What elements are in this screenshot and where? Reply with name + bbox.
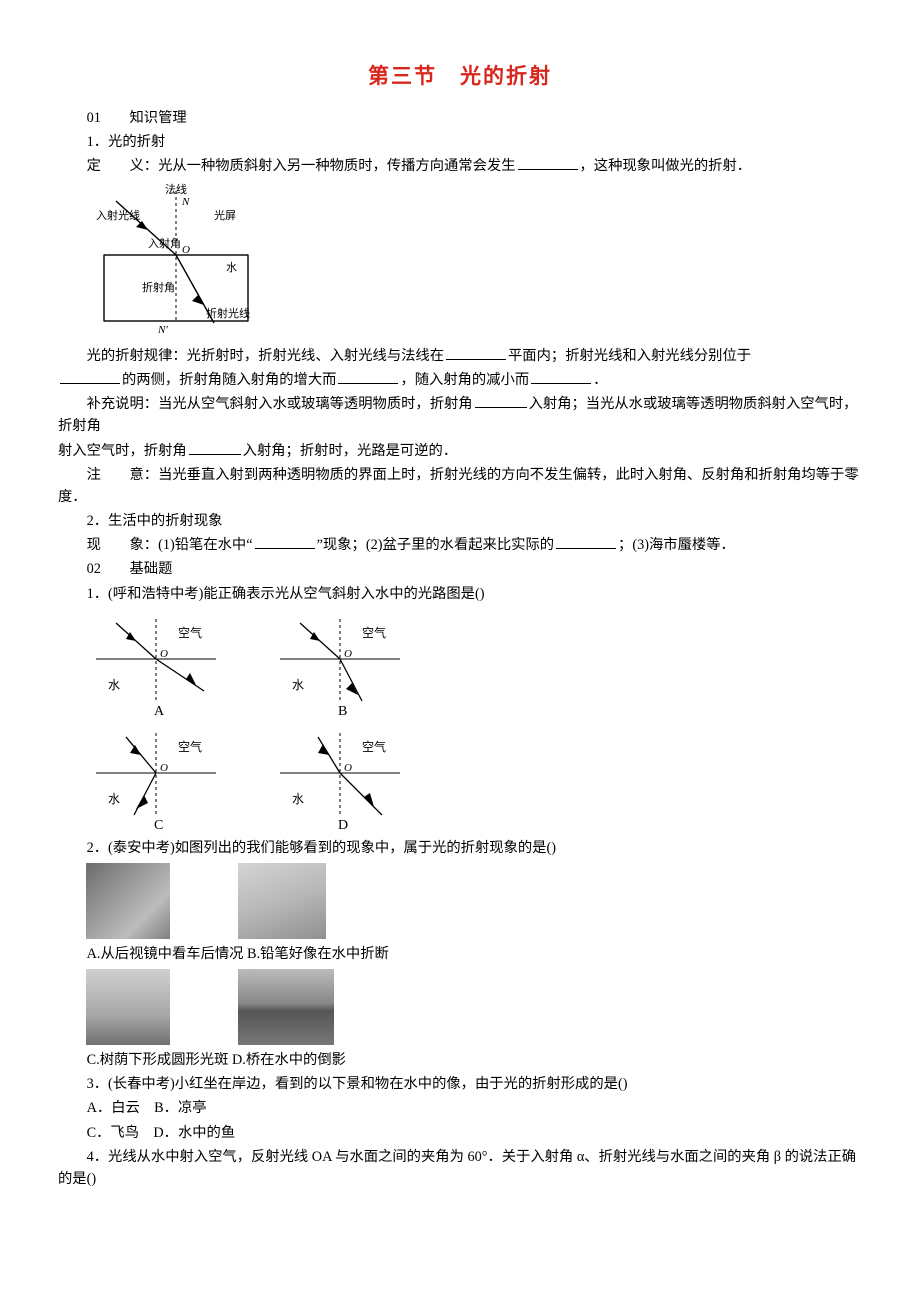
svg-text:B: B bbox=[338, 704, 347, 719]
svg-text:O: O bbox=[344, 648, 352, 660]
q1-option-C[interactable]: 空气 水 O C bbox=[86, 723, 236, 833]
q3-opts-cd: C．飞鸟 D．水中的鱼 bbox=[58, 1122, 862, 1144]
label-re-angle: 折射角 bbox=[142, 280, 175, 294]
label-refract: 折射光线 bbox=[206, 306, 250, 320]
q2-image-mirror bbox=[86, 863, 170, 939]
question-3: 3．(长春中考)小红坐在岸边，看到的以下景和物在水中的像，由于光的折射形成的是(… bbox=[58, 1073, 862, 1095]
q2-images-row1 bbox=[86, 863, 862, 939]
blank-r1[interactable] bbox=[446, 345, 506, 360]
q2-opts-ab: A.从后视镜中看车后情况 B.铅笔好像在水中折断 bbox=[58, 943, 862, 965]
blank-r3[interactable] bbox=[338, 369, 398, 384]
svg-text:空气: 空气 bbox=[178, 625, 202, 640]
supp-b2-pre: 射入空气时，折射角 bbox=[58, 443, 187, 459]
svg-text:水: 水 bbox=[292, 792, 304, 806]
rule-a: 光的折射规律：光折射时，折射光线、入射光线与法线在 bbox=[87, 348, 444, 364]
label-normal: 法线 bbox=[165, 182, 187, 196]
section-02: 02 基础题 bbox=[58, 558, 862, 580]
svg-text:空气: 空气 bbox=[178, 739, 202, 754]
svg-text:O: O bbox=[160, 648, 168, 660]
note-line: 注 意：当光垂直入射到两种透明物质的界面上时，折射光线的方向不发生偏转，此时入射… bbox=[58, 464, 862, 508]
question-2: 2．(泰安中考)如图列出的我们能够看到的现象中，属于光的折射现象的是() bbox=[58, 837, 862, 859]
svg-text:水: 水 bbox=[108, 792, 120, 806]
def-tail: ，这种现象叫做光的折射． bbox=[580, 158, 752, 174]
definition-line: 定 义：光从一种物质斜射入另一种物质时，传播方向通常会发生 ，这种现象叫做光的折射… bbox=[58, 155, 862, 177]
q2-image-bridge bbox=[238, 969, 334, 1045]
question-1: 1．(呼和浩特中考)能正确表示光从空气斜射入水中的光路图是() bbox=[58, 583, 862, 605]
blank-r4[interactable] bbox=[531, 369, 591, 384]
q3-opts-ab: A．白云 B．凉亭 bbox=[58, 1097, 862, 1119]
supp-a: 补充说明：当光从空气斜射入水或玻璃等透明物质时，折射角 bbox=[87, 396, 473, 412]
svg-text:A: A bbox=[154, 704, 165, 719]
q1-option-A[interactable]: 空气 水 O A bbox=[86, 609, 236, 719]
blank-s1[interactable] bbox=[475, 393, 527, 408]
refraction-diagram: 法线 N 入射光线 入射角 光屏 O 水 折射角 折射光线 N′ bbox=[86, 181, 862, 341]
section-01: 01 知识管理 bbox=[58, 107, 862, 129]
q1-diagram-row2: 空气 水 O C 空气 水 O D bbox=[86, 723, 862, 833]
svg-text:O: O bbox=[344, 762, 352, 774]
svg-text:水: 水 bbox=[108, 678, 120, 692]
label-in-angle: 入射角 bbox=[148, 236, 181, 250]
phen-b: ”现象；(2)盆子里的水看起来比实际的 bbox=[317, 537, 554, 553]
svg-text:C: C bbox=[154, 818, 163, 833]
supp-line-2: 射入空气时，折射角 入射角；折射时，光路是可逆的． bbox=[58, 440, 862, 462]
heading-1: 1．光的折射 bbox=[58, 131, 862, 153]
svg-text:空气: 空气 bbox=[362, 625, 386, 640]
phen-c: ；(3)海市蜃楼等． bbox=[618, 537, 735, 553]
label-O: O bbox=[182, 244, 190, 256]
label-incident: 入射光线 bbox=[96, 208, 140, 222]
rule-line-2: 的两侧，折射角随入射角的增大而 ，随入射角的减小而 ． bbox=[58, 369, 862, 391]
svg-text:D: D bbox=[338, 818, 348, 833]
q1-diagram-row1: 空气 水 O A 空气 水 O B bbox=[86, 609, 862, 719]
svg-text:水: 水 bbox=[292, 678, 304, 692]
label-N: N bbox=[181, 196, 190, 208]
q1-option-D[interactable]: 空气 水 O D bbox=[270, 723, 420, 833]
q2-opts-cd: C.树荫下形成圆形光斑 D.桥在水中的倒影 bbox=[58, 1049, 862, 1071]
label-water: 水 bbox=[226, 261, 237, 274]
blank-s2[interactable] bbox=[189, 440, 241, 455]
rule-line-1: 光的折射规律：光折射时，折射光线、入射光线与法线在 平面内；折射光线和入射光线分别… bbox=[58, 345, 862, 367]
phenomena-line: 现 象：(1)铅笔在水中“ ”现象；(2)盆子里的水看起来比实际的 ；(3)海市蜃楼… bbox=[58, 534, 862, 556]
q2-image-shade bbox=[86, 969, 170, 1045]
svg-text:空气: 空气 bbox=[362, 739, 386, 754]
blank-r2[interactable] bbox=[60, 369, 120, 384]
question-4: 4．光线从水中射入空气，反射光线 OA 与水面之间的夹角为 60°．关于入射角 … bbox=[58, 1146, 862, 1190]
supp-c: 入射角；折射时，光路是可逆的． bbox=[243, 443, 457, 459]
svg-text:O: O bbox=[160, 762, 168, 774]
heading-2: 2．生活中的折射现象 bbox=[58, 510, 862, 532]
blank-def[interactable] bbox=[518, 155, 578, 170]
label-screen: 光屏 bbox=[214, 208, 236, 222]
q1-option-B[interactable]: 空气 水 O B bbox=[270, 609, 420, 719]
page-title: 第三节 光的折射 bbox=[58, 60, 862, 93]
blank-p1[interactable] bbox=[255, 534, 315, 549]
supp-line-1: 补充说明：当光从空气斜射入水或玻璃等透明物质时，折射角入射角；当光从水或玻璃等透… bbox=[58, 393, 862, 437]
rule-c: 的两侧，折射角随入射角的增大而 bbox=[122, 372, 336, 388]
rule-b: 平面内；折射光线和入射光线分别位于 bbox=[508, 348, 751, 364]
phen-a: 现 象：(1)铅笔在水中“ bbox=[87, 537, 253, 553]
q2-images-row2 bbox=[86, 969, 862, 1045]
label-Np: N′ bbox=[157, 324, 168, 336]
blank-p2[interactable] bbox=[556, 534, 616, 549]
q2-image-pencil bbox=[238, 863, 326, 939]
def-text: 定 义：光从一种物质斜射入另一种物质时，传播方向通常会发生 bbox=[87, 158, 516, 174]
rule-d: ，随入射角的减小而 bbox=[400, 372, 529, 388]
rule-e: ． bbox=[593, 372, 607, 388]
